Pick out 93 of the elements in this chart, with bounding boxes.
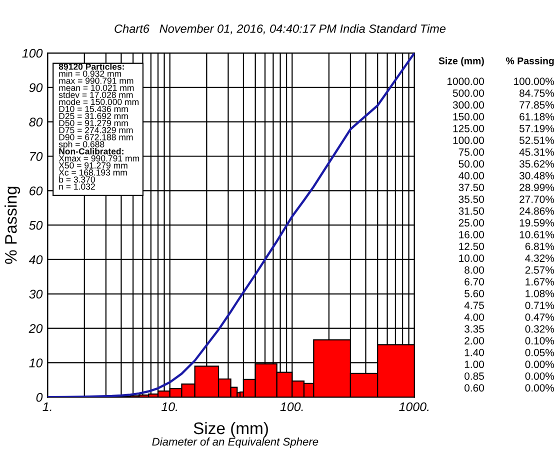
text: 0.00% xyxy=(525,384,554,392)
text: 4.32% xyxy=(525,254,554,262)
text: 3.35 xyxy=(464,325,484,333)
annotation: sph = 0.688 xyxy=(58,140,104,150)
y-tick-label: 70 xyxy=(30,152,43,161)
text: 31.50 xyxy=(458,207,484,215)
text: 50.00 xyxy=(458,160,484,168)
text: 500.00 xyxy=(452,89,484,97)
text: 100.00 xyxy=(453,136,484,144)
x-axis-title: Size (mm) xyxy=(194,422,268,438)
text: 37.50 xyxy=(458,184,484,192)
annotation: n = 1.032 xyxy=(59,183,95,190)
text: 35.50 xyxy=(458,196,484,203)
text: 28.99% xyxy=(520,184,554,192)
y-tick-label: 60 xyxy=(30,186,43,196)
annotation: D90 = 672.188 mm xyxy=(59,134,133,140)
text: 61.18% xyxy=(520,113,554,120)
annotation: b = 3.370 xyxy=(59,176,95,183)
y-tick-label: 40 xyxy=(28,255,43,264)
text: 1.67% xyxy=(526,278,554,286)
text: 0.05% xyxy=(525,348,554,356)
annotation: D75 = 274.329 mm xyxy=(59,127,133,134)
text: 4.00 xyxy=(464,313,484,321)
y-tick-label: 100 xyxy=(22,48,43,58)
text: 6.70 xyxy=(464,278,484,286)
annotation: max = 990.791 mm xyxy=(59,78,134,84)
annotation: stdev = 17.028 mm xyxy=(58,92,133,98)
text: 35.62% xyxy=(519,160,554,168)
text: 300.00 xyxy=(452,101,484,109)
y-tick-label: 80 xyxy=(29,118,43,126)
text: 24.86% xyxy=(520,207,554,215)
x-tick-label: 1. xyxy=(42,402,52,412)
category-label: Size (mm) xyxy=(438,57,484,66)
annotation: mean = 10.021 mm xyxy=(59,84,134,91)
text: 1.08% xyxy=(526,290,554,298)
x-tick-label: 100. xyxy=(280,402,303,412)
text: 57.19% xyxy=(519,124,554,132)
text: 1.00 xyxy=(464,360,484,368)
text: 150.00 xyxy=(453,113,484,120)
x-tick-label: 10. xyxy=(162,402,178,412)
text: 0.00% xyxy=(525,360,554,368)
y-tick-label: 10 xyxy=(29,358,43,368)
annotation: min = 0.932 mm xyxy=(59,70,122,77)
annotation: D10 = 15.436 mm xyxy=(59,106,128,112)
annotation: mode = 150.000 mm xyxy=(59,98,139,106)
chart-title: Chart6 November 01, 2016, 04:40:17 PM India Standard Time xyxy=(114,24,446,34)
text: 27.70% xyxy=(520,196,554,203)
text: 0.85 xyxy=(464,372,484,380)
annotation: D25 = 31.692 mm xyxy=(59,112,128,120)
text: 10.00 xyxy=(459,254,484,262)
x-tick-label: 1000. xyxy=(399,402,429,412)
text: 0.10% xyxy=(525,337,554,344)
category-label: % Passing xyxy=(506,57,554,66)
text: 5.60 xyxy=(464,290,484,298)
text: 2.00 xyxy=(464,337,484,344)
text: 100.00% xyxy=(514,78,554,86)
text: 77.85% xyxy=(520,101,554,109)
text: 6.81% xyxy=(525,242,554,250)
text: 8.00 xyxy=(464,266,484,274)
text: 16.00 xyxy=(459,230,484,238)
y-tick-label: 50 xyxy=(29,220,43,230)
text: 0.00% xyxy=(525,372,554,380)
text: 1.40 xyxy=(464,348,484,356)
text: 40.00 xyxy=(458,172,484,180)
annotation: Xc = 168.193 mm xyxy=(58,169,127,176)
text: 4.75 xyxy=(464,302,484,310)
text: Diameter of an Equivalent Sphere xyxy=(152,438,318,448)
annotation: D50 = 91.279 mm xyxy=(59,120,128,126)
text: 0.60 xyxy=(464,384,484,392)
text: 1000.00 xyxy=(448,78,484,86)
text: 45.31% xyxy=(519,148,554,156)
text: 125.00 xyxy=(453,124,484,132)
text: 19.59% xyxy=(520,219,554,227)
y-tick-label: 20 xyxy=(28,324,43,333)
text: 25.00 xyxy=(458,219,484,227)
annotation: X50 = 91.279 mm xyxy=(58,162,128,169)
text: 52.51% xyxy=(519,136,554,144)
y-axis-title: % Passing xyxy=(4,186,20,264)
annotation: 89120 Particles: xyxy=(58,63,124,70)
text: 0.71% xyxy=(525,302,554,310)
text: 10.61% xyxy=(520,230,554,238)
y-tick-label: 90 xyxy=(29,83,43,92)
y-tick-label: 30 xyxy=(29,290,43,299)
annotation: Non-Calibrated: xyxy=(59,148,124,154)
text: 0.32% xyxy=(525,325,554,333)
text: 30.48% xyxy=(519,172,554,180)
text: 0.47% xyxy=(525,313,554,321)
text: 12.50 xyxy=(459,242,484,250)
y-tick-label: 0 xyxy=(36,392,43,402)
text: 84.75% xyxy=(520,89,554,97)
text: 2.57% xyxy=(525,266,554,274)
text: 75.00 xyxy=(458,148,484,156)
annotation: Xmax = 990.791 mm xyxy=(58,155,140,162)
